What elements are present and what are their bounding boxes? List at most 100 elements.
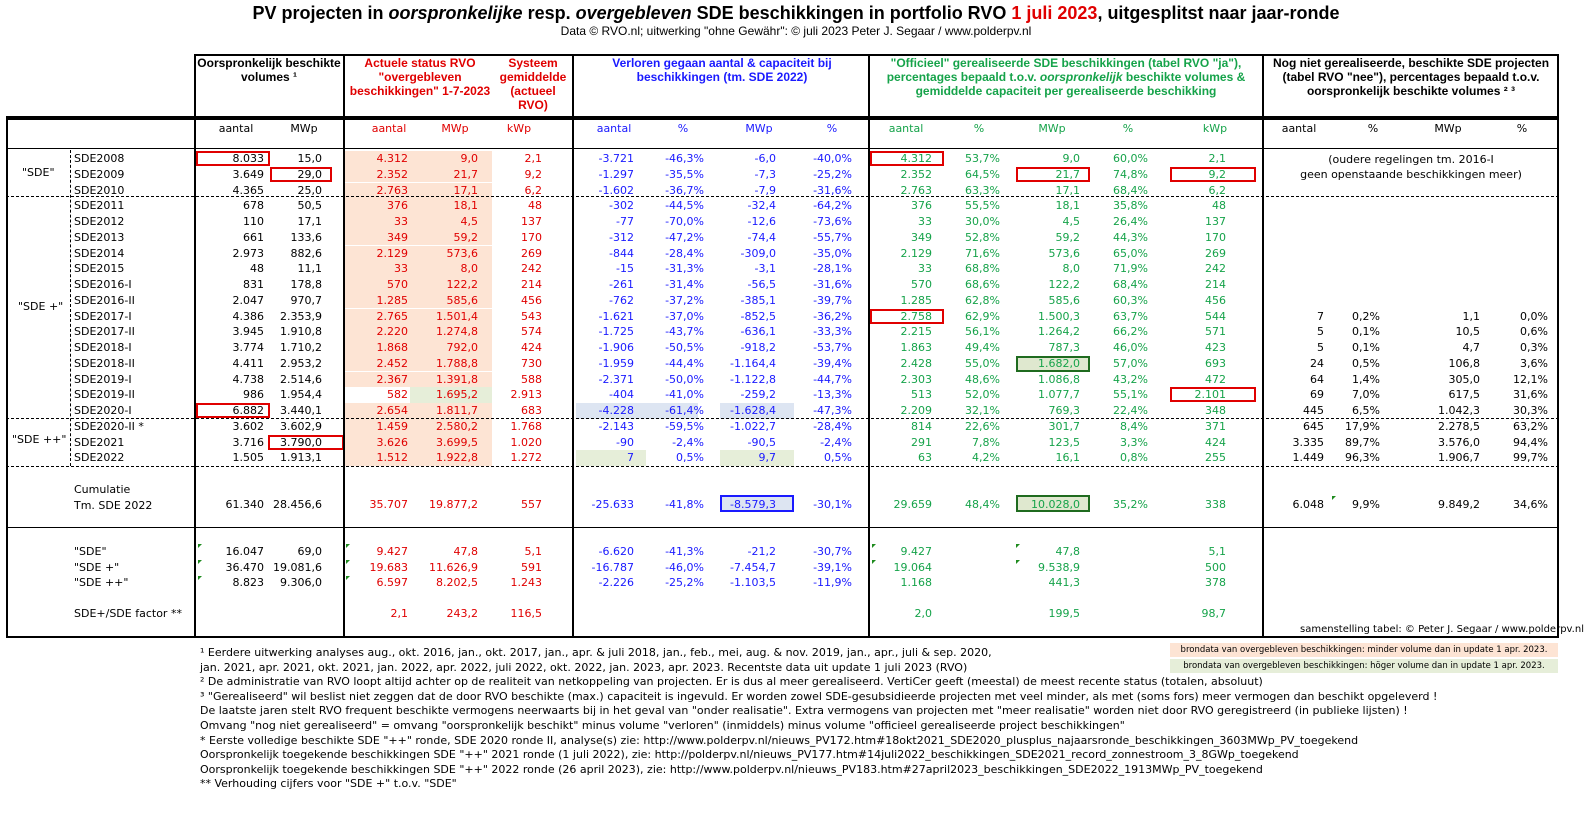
row-9-c6: -37,2%: [665, 293, 704, 307]
bbox-cumulatie-lost: [720, 495, 794, 512]
row-10-c0: 4.386: [232, 309, 265, 323]
row-15-c8: -13,3%: [813, 388, 852, 402]
body-vline-orig: [194, 118, 196, 638]
row-8-c2: 570: [387, 278, 408, 291]
row-8-c3: 122,2: [446, 278, 479, 291]
row-10-c4: 543: [521, 309, 542, 323]
row-12-c7: -918,2: [740, 341, 776, 354]
row-4-c11: 4,5: [1062, 215, 1081, 228]
row-9-c8: -39,7%: [813, 293, 852, 307]
row-9-c1: 970,7: [290, 293, 323, 307]
row-11-c8: -33,3%: [813, 325, 852, 339]
row-2-c5: -1.602: [598, 183, 634, 197]
row-19-c10: 4,2%: [972, 451, 1000, 465]
row-15-c12: 55,1%: [1113, 388, 1148, 402]
summary-1-c13: 500: [1205, 560, 1226, 574]
peach-row-14: [344, 371, 492, 387]
header-lost: Verloren gegaan aantal & capaciteit bij …: [612, 56, 832, 84]
row-11-c14: 5: [1317, 325, 1324, 339]
row-12-c9: 1.863: [900, 341, 933, 354]
cumulatie-c8: -30,1%: [813, 498, 852, 511]
summary-2-c9: 1.168: [900, 576, 933, 589]
group-sdeplusplus: "SDE ++": [12, 433, 67, 446]
row-10-c11: 1.500,3: [1038, 309, 1080, 323]
row-14-c8: -44,7%: [813, 372, 852, 386]
row-1-c7: -7,3: [754, 167, 776, 181]
box-2009-mwp: [270, 166, 332, 182]
row-14-c0: 4.738: [232, 372, 265, 386]
row-18-c13: 424: [1205, 435, 1226, 449]
row-11-label: SDE2017-II: [74, 325, 135, 339]
row-12-label: SDE2018-I: [74, 341, 132, 354]
row-0-c8: -40,0%: [813, 152, 852, 165]
header-system: Systeem gemiddelde (actueel RVO): [499, 56, 567, 112]
tick-mark-10: [1332, 496, 1336, 500]
page-subtitle: Data © RVO.nl; uitwerking "ohne Gewähr":…: [560, 24, 1032, 38]
row-13-c5: -1.959: [598, 356, 634, 370]
summary-0-c11: 47,8: [1055, 545, 1081, 558]
row-7-label: SDE2015: [74, 262, 125, 276]
row-17-c3: 2.580,2: [436, 419, 478, 433]
box-2008-realized: [870, 151, 944, 166]
row-10-c5: -1.621: [598, 309, 634, 323]
cumulatie-c14: 6.048: [1292, 498, 1325, 511]
tick-mark-4: [346, 560, 350, 564]
row-9-c12: 60,3%: [1113, 293, 1148, 307]
row-18-c16: 3.576,0: [1438, 435, 1480, 449]
row-5-c2: 349: [387, 230, 408, 244]
row-10-c10: 62,9%: [965, 309, 1000, 323]
row-4-c10: 30,0%: [965, 215, 1000, 228]
row-15-label: SDE2019-II: [74, 388, 135, 402]
peach-row-11: [344, 324, 492, 340]
tick-mark-1: [198, 560, 202, 564]
row-13-c9: 2.428: [900, 356, 933, 370]
row-3-c6: -44,5%: [665, 199, 704, 213]
summary-0-c7: -21,2: [747, 545, 776, 558]
row-5-c6: -47,2%: [665, 230, 704, 244]
row-1-c8: -25,2%: [813, 167, 852, 181]
body-vline-notreal: [1262, 118, 1264, 638]
row-2-c3: 17,1: [453, 183, 479, 197]
row-14-c11: 1.086,8: [1038, 372, 1080, 386]
summary-2-c11: 441,3: [1048, 576, 1081, 589]
row-14-c9: 2.303: [900, 372, 933, 386]
summary-0-c8: -30,7%: [813, 545, 852, 558]
row-4-c13: 137: [1205, 215, 1226, 228]
vline-notreal: [1262, 54, 1264, 118]
row-16-c0: 6.882: [232, 404, 265, 417]
row-16-c4: 683: [521, 404, 542, 417]
row-18-c17: 94,4%: [1513, 435, 1548, 449]
row-12-c8: -53,7%: [813, 341, 852, 354]
row-6-c3: 573,6: [446, 246, 479, 260]
factor-c4: 116,5: [510, 607, 543, 620]
row-11-c6: -43,7%: [665, 325, 704, 339]
summary-2-c7: -1.103,5: [730, 576, 776, 589]
factor-c3: 243,2: [446, 607, 479, 620]
row-17-c15: 17,9%: [1345, 419, 1380, 433]
cumulatie-sublabel: Tm. SDE 2022: [74, 499, 153, 512]
legend-peach-swatch: [1170, 643, 1558, 657]
row-18-c6: -2,4%: [672, 435, 704, 449]
row-11-c7: -636,1: [740, 325, 776, 339]
blue-cell-2020i-b: [720, 403, 794, 419]
row-13-c0: 4.411: [232, 356, 265, 370]
row-3-c0: 678: [243, 199, 264, 213]
row-9-c9: 1.285: [900, 293, 933, 307]
group-dash-vline: [70, 150, 71, 466]
cumulatie-c16: 9.849,2: [1438, 498, 1480, 511]
row-16-c12: 22,4%: [1113, 404, 1148, 417]
summary-0-c1: 69,0: [297, 545, 323, 558]
row-13-c4: 730: [521, 356, 542, 370]
summary-1-c0: 36.470: [225, 560, 265, 574]
row-19-c7: 9,7: [758, 451, 777, 465]
subheader-line: [6, 148, 1559, 149]
subheader-4: kWp: [506, 122, 532, 135]
row-6-c2: 2.129: [376, 246, 409, 260]
row-19-c11: 16,1: [1055, 451, 1081, 465]
row-7-c7: -3,1: [754, 262, 776, 276]
row-6-c11: 573,6: [1048, 246, 1081, 260]
dash-sdeplus: [6, 418, 1559, 419]
subheader-15: %: [1367, 122, 1379, 135]
row-16-c14: 445: [1303, 404, 1324, 417]
row-15-c14: 69: [1310, 388, 1324, 402]
